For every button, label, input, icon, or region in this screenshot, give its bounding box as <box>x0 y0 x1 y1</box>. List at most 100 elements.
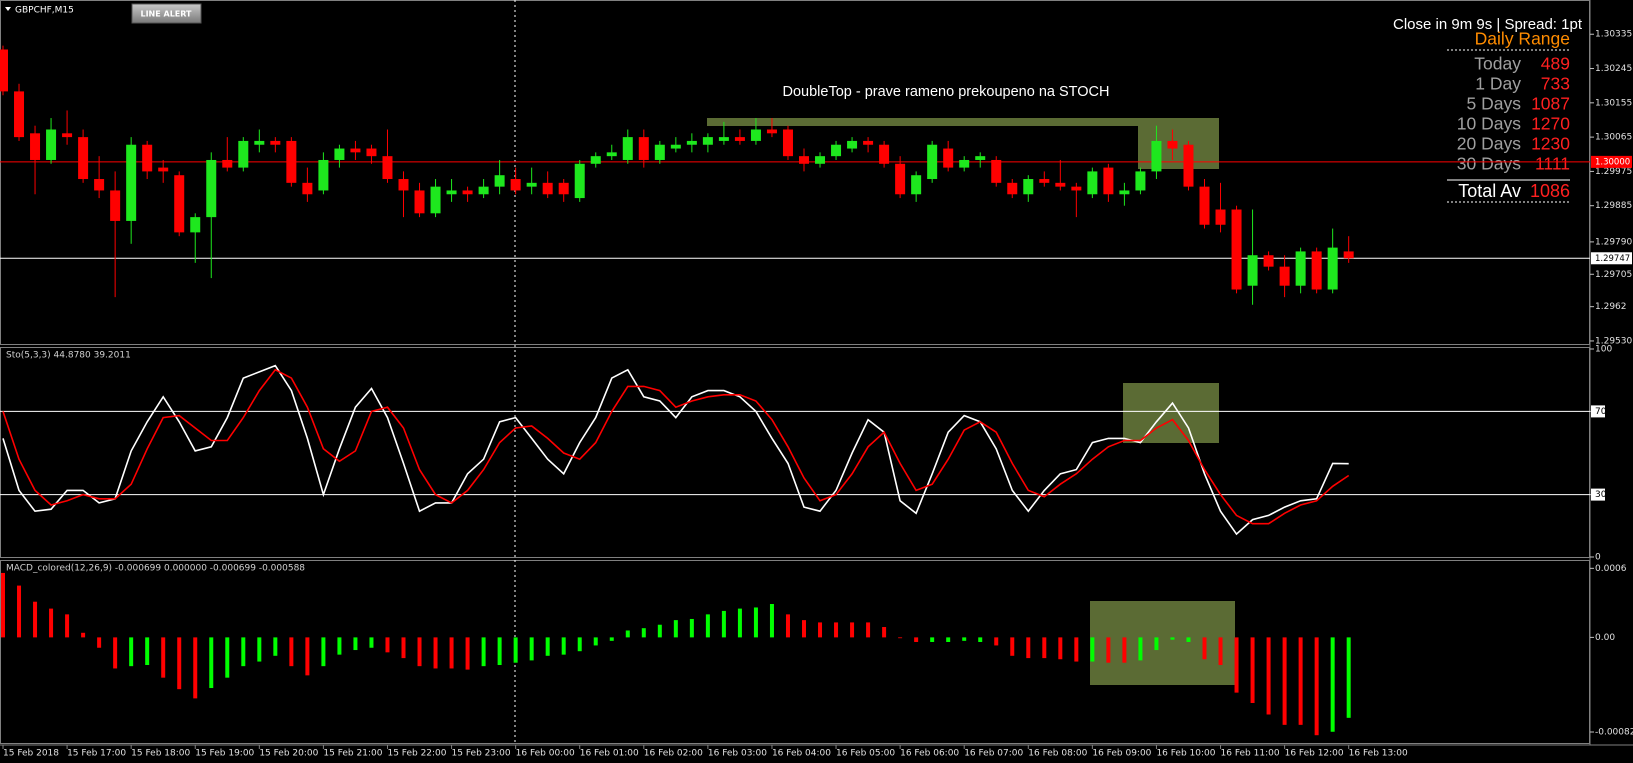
x-tick-label: 15 Feb 23:00 <box>452 749 511 759</box>
histogram-bar <box>1138 637 1143 661</box>
candle-body <box>959 159 970 168</box>
y-tick-label: 1.29790 <box>1595 237 1632 247</box>
candle-body <box>1311 251 1322 290</box>
histogram-bar <box>753 607 758 638</box>
histogram-bar <box>625 630 630 638</box>
indicator-title: MACD_colored(12,26,9) -0.000699 0.000000… <box>6 564 305 574</box>
histogram-bar <box>433 637 438 669</box>
histogram-bar <box>1218 637 1223 666</box>
candle-body <box>1055 182 1066 187</box>
x-tick-label: 15 Feb 21:00 <box>323 749 382 759</box>
candle-body <box>30 133 41 160</box>
candle-body <box>558 182 569 195</box>
symbol-menu-icon[interactable] <box>5 7 11 11</box>
candle-body <box>1215 209 1226 225</box>
candle-body <box>799 156 809 164</box>
price-label: 1.30000 <box>1595 157 1630 167</box>
histogram-bar <box>1330 637 1335 732</box>
candle-body <box>302 182 313 195</box>
histogram-bar <box>1 572 5 638</box>
range-label: 20 Days <box>1457 134 1521 154</box>
candle-body <box>398 179 409 191</box>
highlight-box <box>1123 383 1219 443</box>
candle-body <box>126 144 137 221</box>
highlight-box <box>1138 118 1219 169</box>
histogram-bar <box>369 637 374 648</box>
histogram-bar <box>321 637 326 667</box>
price-label-box <box>1591 252 1632 265</box>
histogram-bar <box>145 637 150 666</box>
histogram-bar <box>1058 637 1063 660</box>
histogram-bar <box>882 627 887 638</box>
y-tick-label: 70 <box>1595 407 1607 417</box>
x-tick-label: 15 Feb 19:00 <box>195 749 254 759</box>
range-rows: Today 489 1 Day 733 5 Days 1087 10 Days 1270 20 … <box>1457 54 1570 174</box>
x-tick-label: 16 Feb 03:00 <box>708 749 767 759</box>
candle-body <box>142 144 153 172</box>
histogram-bar <box>33 601 38 638</box>
info-panel: Close in 9m 9s | Spread: 1pt Daily Range… <box>1393 16 1583 203</box>
candle-body <box>494 175 505 187</box>
line-alert-button[interactable]: LINE ALERT <box>131 3 202 24</box>
histogram-bar <box>305 637 310 676</box>
histogram-bar <box>513 637 518 663</box>
range-label: 30 Days <box>1457 154 1521 174</box>
candle-body <box>750 129 761 141</box>
range-value: 733 <box>1541 74 1570 94</box>
histogram-bar <box>930 637 935 642</box>
histogram-bar <box>1154 637 1159 651</box>
y-tick-label: 1.30065 <box>1595 133 1632 143</box>
histogram-bar <box>449 637 454 669</box>
x-tick-label: 16 Feb 13:00 <box>1349 749 1408 759</box>
range-label: 10 Days <box>1457 114 1521 134</box>
candle-body <box>1279 266 1290 286</box>
histogram-bar <box>1186 637 1191 642</box>
histogram-bar <box>193 637 198 699</box>
candle-body <box>158 167 169 172</box>
x-tick-label: 15 Feb 18:00 <box>131 749 190 759</box>
candle-body <box>766 129 777 134</box>
price-label-box <box>1591 155 1632 168</box>
candle-body <box>94 179 105 191</box>
x-tick-label: 16 Feb 08:00 <box>1028 749 1087 759</box>
button-bg[interactable] <box>131 3 202 24</box>
candle-body <box>654 144 665 160</box>
histogram-bar <box>49 608 54 638</box>
histogram-bar <box>673 620 678 638</box>
candle-body <box>334 148 345 160</box>
y-tick-label: 1.30155 <box>1595 98 1632 108</box>
y-tick-label: 0 <box>1595 553 1601 563</box>
x-tick-label: 16 Feb 05:00 <box>836 749 895 759</box>
candle-body <box>190 217 201 233</box>
button-label[interactable]: LINE ALERT <box>140 10 192 19</box>
candle-body <box>350 148 361 153</box>
histogram-bar <box>705 614 710 638</box>
x-tick-label: 16 Feb 01:00 <box>580 749 639 759</box>
candle-body <box>702 137 713 145</box>
range-value: 1270 <box>1531 114 1570 134</box>
histogram-bar <box>657 624 662 638</box>
histogram-bar <box>273 637 278 656</box>
candle-body <box>670 144 681 149</box>
indicator-title: Sto(5,3,3) 44.8780 39.2011 <box>6 351 131 361</box>
histogram-bar <box>209 637 214 689</box>
histogram-bar <box>17 585 22 638</box>
histogram-bar <box>161 637 166 678</box>
histogram-bar <box>545 637 550 656</box>
histogram-bar <box>241 637 246 667</box>
histogram-bar <box>850 622 855 638</box>
y-tick-label: 1.30335 <box>1595 30 1632 40</box>
y-tick-label: 0.0006 <box>1595 564 1627 574</box>
histogram-bar <box>1314 637 1319 736</box>
y-tick-label: -0.000822 <box>1595 727 1633 737</box>
histogram-bar <box>1266 637 1271 715</box>
histogram-bar <box>257 637 262 662</box>
candle-body <box>0 49 8 92</box>
histogram-bar <box>769 604 774 638</box>
candle-body <box>879 144 890 164</box>
annotation: DoubleTop - prave rameno prekoupeno na S… <box>783 84 1110 100</box>
histogram-bar <box>1010 637 1015 656</box>
candle-body <box>895 163 906 195</box>
